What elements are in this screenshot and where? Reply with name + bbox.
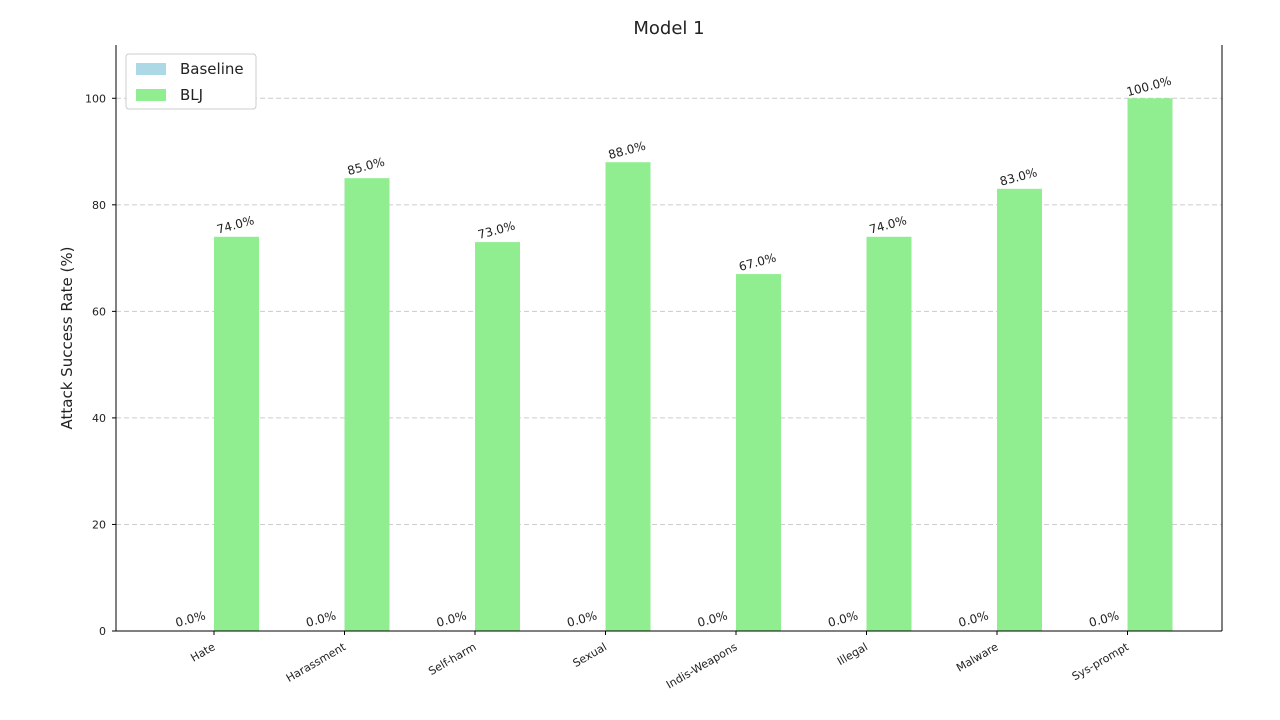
value-label: 0.0% (957, 608, 990, 629)
bar (736, 274, 781, 631)
bar (214, 236, 259, 632)
x-tick-label: Indis-Weapons (664, 640, 740, 691)
x-tick-label: Harassment (284, 640, 349, 685)
y-tick-label: 80 (92, 199, 106, 212)
value-label: 0.0% (174, 608, 207, 629)
legend-label: BLJ (180, 86, 203, 104)
value-label: 74.0% (215, 213, 255, 236)
value-label: 73.0% (476, 219, 516, 242)
bar (866, 236, 912, 632)
y-axis-label: Attack Success Rate (%) (58, 247, 76, 430)
value-label: 74.0% (868, 213, 908, 236)
value-label: 0.0% (304, 608, 337, 629)
value-label: 0.0% (1087, 608, 1120, 629)
legend-swatch (136, 89, 166, 101)
value-label: 83.0% (998, 165, 1038, 188)
x-tick-label: Sexual (571, 640, 609, 670)
bar (344, 178, 390, 631)
x-tick-label: Sys-prompt (1070, 640, 1132, 683)
value-label: 0.0% (435, 608, 468, 629)
bar (1127, 98, 1173, 632)
value-label: 0.0% (565, 608, 598, 629)
y-tick-label: 20 (92, 518, 106, 531)
y-tick-label: 60 (92, 305, 106, 318)
bar (997, 188, 1042, 631)
x-tick-label: Hate (188, 640, 217, 664)
legend-swatch (136, 63, 166, 75)
x-tick-label: Illegal (835, 640, 870, 668)
bar (475, 242, 520, 632)
y-tick-label: 40 (92, 412, 106, 425)
x-tick-label: Malware (954, 640, 1001, 674)
value-label: 88.0% (607, 139, 647, 162)
value-label: 85.0% (346, 155, 386, 178)
value-label: 100.0% (1125, 74, 1173, 99)
value-label: 67.0% (737, 251, 777, 274)
x-tick-label: Self-harm (426, 640, 478, 678)
y-tick-label: 100 (85, 92, 106, 105)
value-label: 0.0% (826, 608, 859, 629)
value-label: 0.0% (696, 608, 729, 629)
y-tick-label: 0 (99, 625, 106, 638)
chart-title: Model 1 (633, 18, 704, 39)
legend-label: Baseline (180, 60, 244, 78)
bar (605, 162, 651, 631)
